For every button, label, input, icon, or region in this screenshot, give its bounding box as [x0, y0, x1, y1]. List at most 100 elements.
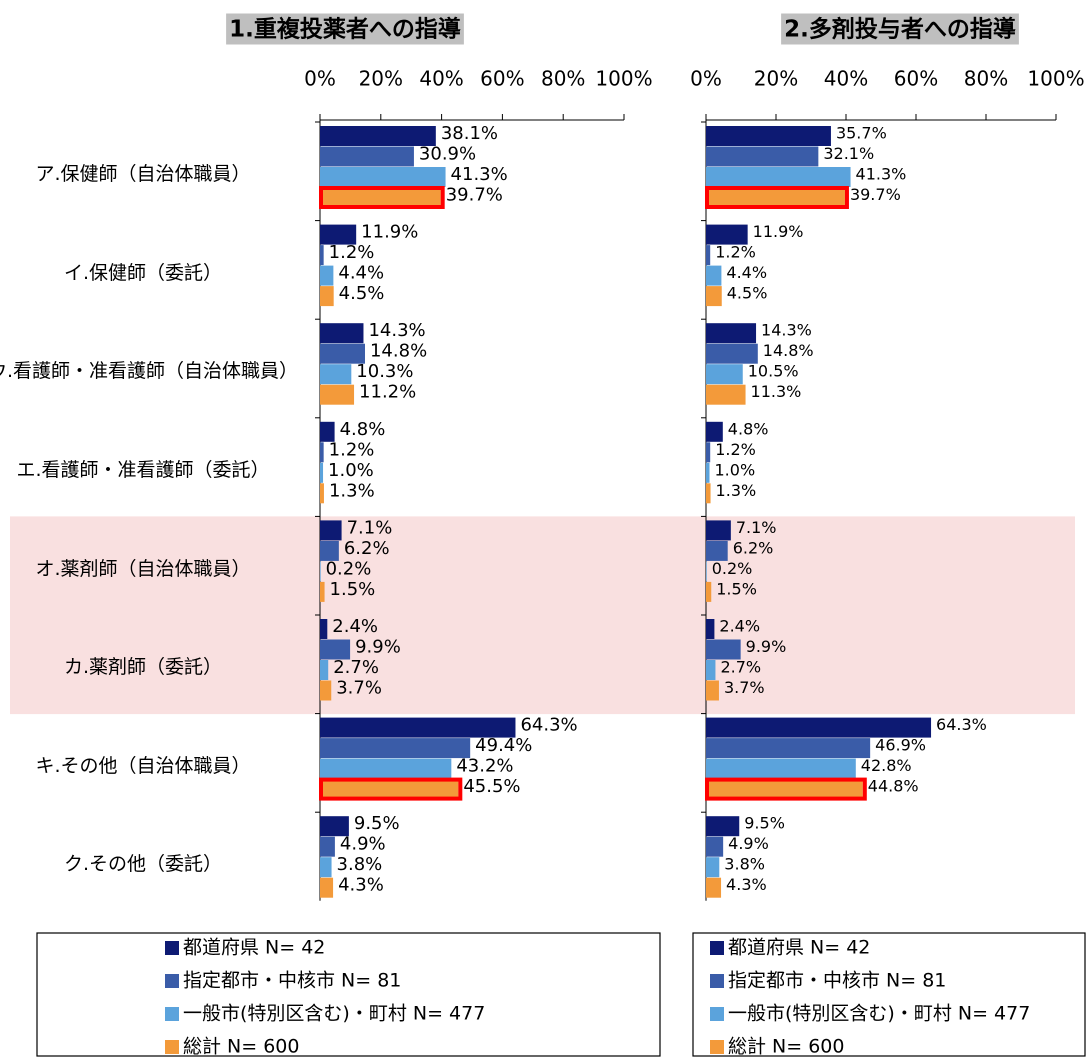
category-label: オ.薬剤師（自治体職員）: [35, 557, 251, 580]
bar: [706, 421, 723, 442]
bar: [320, 738, 471, 759]
bar: [320, 224, 357, 245]
category-label-box: エ.看護師・准看護師（委託）: [16, 459, 270, 482]
highlight-outline: [319, 777, 463, 801]
value-label: 4.8%: [340, 419, 386, 440]
bar: [320, 857, 332, 878]
value-label: 64.3%: [936, 715, 987, 734]
bar: [320, 561, 321, 582]
value-label: 6.2%: [733, 538, 774, 557]
x-tick-label: 80%: [964, 67, 1008, 91]
value-label: 6.2%: [344, 538, 390, 559]
chart-title: 1.重複投薬者への指導: [229, 16, 461, 43]
value-label: 9.9%: [355, 637, 401, 658]
value-label: 4.3%: [726, 875, 767, 894]
bar: [706, 224, 748, 245]
value-label: 2.4%: [719, 617, 760, 636]
value-label: 1.0%: [328, 460, 374, 481]
bar: [706, 877, 722, 898]
bar: [706, 442, 711, 463]
value-label: 4.8%: [728, 419, 769, 438]
category-label-box: イ.保健師（委託）: [64, 262, 222, 284]
bar: [320, 779, 459, 800]
highlight-outline: [705, 777, 867, 801]
value-label: 4.4%: [338, 263, 384, 284]
value-label: 38.1%: [441, 123, 498, 144]
value-label: 1.0%: [715, 460, 756, 479]
value-label: 41.3%: [451, 164, 508, 185]
legend-label: 都道府県 N= 42: [183, 937, 325, 959]
value-label: 42.8%: [861, 756, 912, 775]
category-shade: [10, 615, 672, 715]
bar: [320, 126, 436, 146]
category-label-box: オ.薬剤師（自治体職員）: [35, 557, 251, 580]
bar: [320, 520, 342, 541]
bar: [320, 146, 414, 167]
bar: [706, 343, 758, 364]
x-tick-label: 0%: [690, 67, 722, 91]
value-label: 39.7%: [850, 185, 901, 204]
value-label: 14.3%: [368, 320, 425, 341]
bar: [706, 561, 707, 582]
bar: [320, 384, 355, 405]
x-tick-label: 60%: [480, 67, 524, 91]
bar: [706, 816, 740, 837]
bar: [320, 364, 352, 385]
value-label: 45.5%: [463, 776, 520, 797]
bar: [706, 265, 722, 286]
x-tick-label: 0%: [304, 67, 336, 91]
value-label: 64.3%: [520, 715, 577, 736]
legend-label: 総計 N= 600: [183, 1036, 299, 1057]
category-label-box: ク.その他（委託）: [63, 853, 223, 876]
bar: [320, 167, 446, 187]
value-label: 4.5%: [727, 284, 768, 303]
bar: [706, 462, 710, 483]
bar: [706, 126, 831, 146]
category-label: ウ.看護師・准看護師（自治体職員）: [0, 360, 298, 383]
legend-label: 都道府県 N= 42: [728, 937, 870, 959]
bar: [706, 520, 731, 541]
value-label: 10.3%: [356, 361, 413, 382]
bar: [320, 421, 335, 442]
bar: [320, 717, 516, 738]
legend-swatch: [165, 974, 179, 988]
value-label: 1.5%: [716, 579, 757, 598]
value-label: 0.2%: [712, 559, 753, 578]
bar: [320, 265, 334, 286]
x-tick-label: 40%: [824, 67, 868, 91]
legend-label: 一般市(特別区含む)・町村 N= 477: [183, 1003, 485, 1025]
category-label: ク.その他（委託）: [63, 853, 223, 876]
bar: [706, 364, 743, 385]
bar: [706, 167, 851, 187]
value-label: 1.3%: [329, 480, 375, 501]
bar: [706, 680, 719, 701]
x-tick-label: 40%: [419, 67, 463, 91]
x-tick-label: 100%: [595, 67, 652, 91]
bar: [706, 619, 715, 639]
category-label: ア.保健師（自治体職員）: [35, 163, 251, 186]
value-label: 2.7%: [720, 658, 761, 677]
value-label: 4.3%: [338, 875, 384, 896]
legend-label: 総計 N= 600: [728, 1036, 844, 1057]
legend-swatch: [165, 1007, 179, 1021]
value-label: 3.8%: [337, 854, 383, 875]
value-label: 41.3%: [856, 165, 907, 184]
x-tick-label: 20%: [754, 67, 798, 91]
category-shade: [672, 615, 1075, 715]
legend-swatch: [710, 941, 724, 955]
value-label: 2.4%: [332, 616, 378, 637]
category-label: エ.看護師・准看護師（委託）: [16, 459, 270, 482]
value-label: 35.7%: [836, 124, 887, 143]
legend-swatch: [710, 1040, 724, 1054]
category-label-box: カ.薬剤師（委託）: [64, 656, 222, 678]
bar: [706, 660, 716, 680]
bar: [706, 483, 711, 504]
value-label: 32.1%: [823, 144, 874, 163]
highlight-outline: [705, 186, 849, 209]
bar: [706, 857, 720, 878]
category-label: キ.その他（自治体職員）: [35, 754, 251, 777]
bar: [320, 581, 325, 602]
legend-label: 一般市(特別区含む)・町村 N= 477: [728, 1003, 1030, 1025]
value-label: 9.5%: [744, 814, 785, 833]
